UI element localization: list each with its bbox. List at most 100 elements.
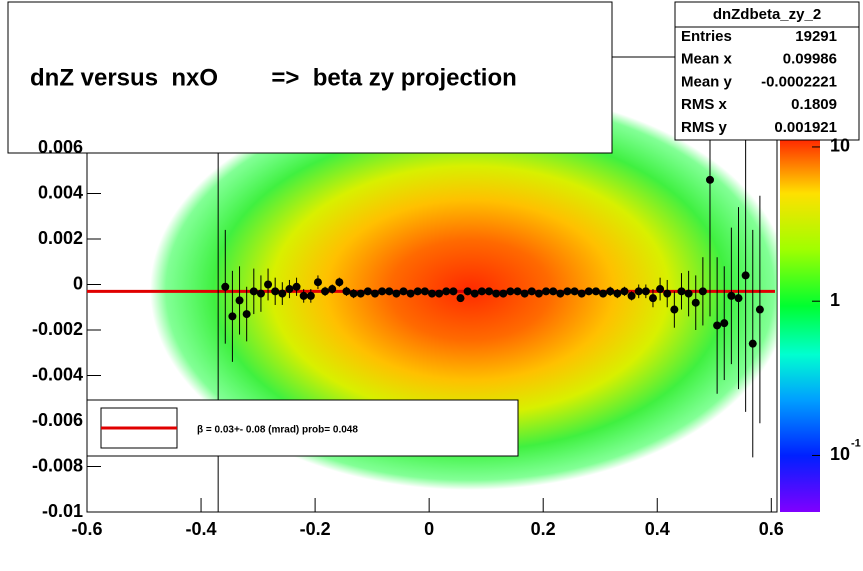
data-point [591,287,600,296]
data-point [370,289,379,298]
data-point [420,287,429,296]
stats-label: Mean y [681,73,733,90]
data-point [264,280,273,289]
data-point [335,278,344,287]
stats-box [674,1,860,141]
data-point [755,305,764,314]
data-point [321,287,330,296]
y-tick-label: -0.01 [42,501,83,521]
data-point [313,278,322,287]
data-point [378,287,387,296]
data-point [235,296,244,305]
data-point [563,287,572,296]
data-point [271,287,280,296]
data-point [406,289,415,298]
data-point [613,289,622,298]
data-point [606,287,615,296]
stats-label: Mean x [681,51,733,68]
color-palette [780,137,820,512]
y-tick-label: 0.002 [38,228,83,248]
y-tick-label: -0.004 [32,364,83,384]
data-point [463,287,472,296]
data-point [527,287,536,296]
y-tick-label: -0.006 [32,410,83,430]
y-tick-label: 0.004 [38,182,83,202]
data-point [435,289,444,298]
x-tick-label: 0 [424,519,434,539]
data-point [542,287,551,296]
data-point [470,289,479,298]
data-point [698,287,707,296]
data-point [292,282,301,291]
z-tick-label: 10 [830,136,850,156]
z-tick-exponent: -1 [851,437,861,449]
data-point [328,285,337,294]
data-point [570,287,579,296]
data-point [677,287,686,296]
x-tick-label: 0.6 [759,519,784,539]
y-tick-label: -0.008 [32,455,83,475]
data-point [256,289,265,298]
stats-value: 0.001921 [774,119,837,136]
data-point [242,310,251,319]
data-point [656,285,665,294]
data-point [584,287,593,296]
data-point [705,175,714,184]
data-point [413,287,422,296]
data-point [534,289,543,298]
stats-value: 0.09986 [783,51,837,68]
x-tick-label: 0.4 [645,519,670,539]
data-point [520,289,529,298]
data-point [278,289,287,298]
stats-value: -0.0002221 [761,73,837,90]
data-point [734,294,743,303]
data-point [720,319,729,328]
stats-label: RMS y [681,119,728,136]
data-point [299,291,308,300]
data-point [356,289,365,298]
data-point [506,287,515,296]
data-point [228,312,237,321]
data-point [477,287,486,296]
data-point [691,298,700,307]
data-point [499,289,508,298]
data-point [748,339,757,348]
data-point [741,271,750,280]
data-point [577,289,586,298]
data-point [648,294,657,303]
stats-value: 0.1809 [791,96,837,113]
data-point [713,321,722,330]
data-point [627,291,636,300]
data-point [634,287,643,296]
data-point [641,287,650,296]
data-point [684,289,693,298]
x-tick-label: -0.2 [300,519,331,539]
data-point [556,289,565,298]
data-point [363,287,372,296]
stats-label: RMS x [681,96,728,113]
data-point [727,291,736,300]
data-point [663,289,672,298]
stats-label: Entries [681,28,732,45]
data-point [399,287,408,296]
data-point [249,287,258,296]
data-point [620,287,629,296]
data-point [599,289,608,298]
y-tick-label: 0 [73,273,83,293]
y-tick-label: 0.006 [38,137,83,157]
data-point [670,305,679,314]
x-tick-label: -0.4 [186,519,217,539]
data-point [456,294,465,303]
stats-title: dnZdbeta_zy_2 [713,6,821,23]
z-tick-label: 10 [830,444,850,464]
legend-text: β = 0.03+- 0.08 (mrad) prob= 0.048 [197,425,358,436]
x-tick-label: 0.2 [531,519,556,539]
chart-title: dnZ versus nxO => beta zy projection [30,64,517,91]
data-point [428,289,436,298]
data-point [349,289,358,298]
y-tick-label: -0.002 [32,319,83,339]
data-point [492,289,501,298]
data-point [221,282,230,291]
data-point [449,287,458,296]
